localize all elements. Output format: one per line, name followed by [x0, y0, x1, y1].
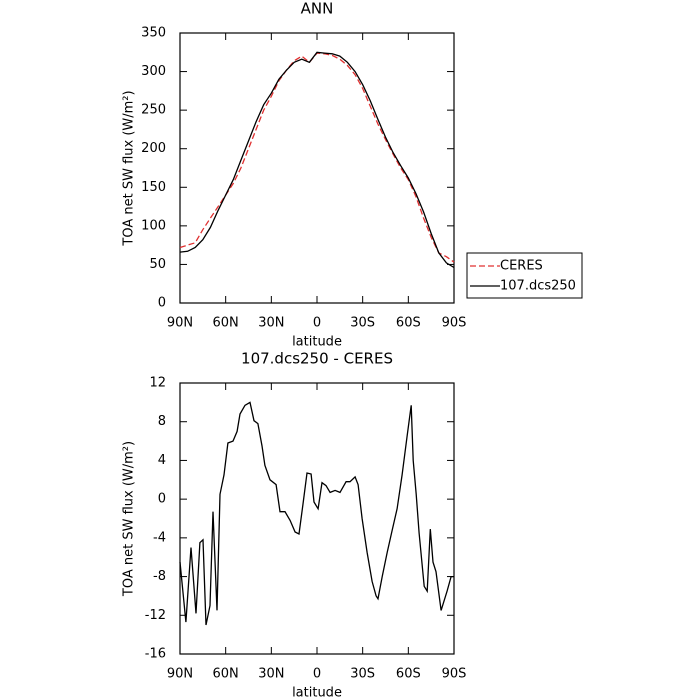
y-axis-label: TOA net SW flux (W/m²)	[122, 90, 137, 246]
y-tick-label: 0	[158, 296, 166, 311]
y-tick-label: 8	[158, 414, 166, 429]
x-tick-label: 90N	[167, 316, 193, 331]
legend-label: 107.dcs250	[500, 279, 576, 294]
x-axis-label: latitude	[292, 686, 342, 700]
x-tick-label: 90N	[167, 667, 193, 682]
data-line	[179, 401, 454, 626]
plot-frame	[179, 32, 455, 304]
chart-title: ANN	[301, 0, 334, 18]
legend-box	[466, 252, 583, 299]
y-tick-label: -4	[153, 530, 166, 545]
y-tick-label: 300	[141, 64, 166, 79]
y-tick-label: -8	[153, 569, 166, 584]
x-tick-label: 60S	[396, 316, 421, 331]
legend-label: CERES	[500, 259, 543, 274]
y-tick-label: 150	[141, 180, 166, 195]
y-axis-label: TOA net SW flux (W/m²)	[122, 441, 137, 597]
x-tick-label: 30S	[350, 316, 375, 331]
x-tick-label: 0	[313, 316, 321, 331]
plot-frame	[179, 382, 455, 655]
data-line	[179, 52, 455, 263]
y-tick-label: -16	[145, 647, 166, 662]
y-tick-label: 100	[141, 218, 166, 233]
chart-title: 107.dcs250 - CERES	[241, 350, 393, 368]
x-tick-label: 30S	[350, 667, 375, 682]
x-tick-label: 60S	[396, 667, 421, 682]
y-tick-label: 12	[149, 376, 166, 391]
x-tick-label: 90S	[442, 667, 467, 682]
y-tick-label: 350	[141, 26, 166, 41]
y-tick-label: 200	[141, 141, 166, 156]
y-tick-label: 0	[158, 492, 166, 507]
x-tick-label: 30N	[258, 667, 284, 682]
x-tick-label: 60N	[213, 316, 239, 331]
y-tick-label: 50	[149, 257, 166, 272]
y-tick-label: -12	[145, 608, 166, 623]
x-tick-label: 90S	[442, 316, 467, 331]
y-tick-label: 250	[141, 103, 166, 118]
x-tick-label: 0	[313, 667, 321, 682]
x-axis-label: latitude	[292, 335, 342, 350]
x-tick-label: 30N	[258, 316, 284, 331]
x-tick-label: 60N	[213, 667, 239, 682]
data-line	[179, 51, 455, 269]
y-tick-label: 4	[158, 453, 166, 468]
